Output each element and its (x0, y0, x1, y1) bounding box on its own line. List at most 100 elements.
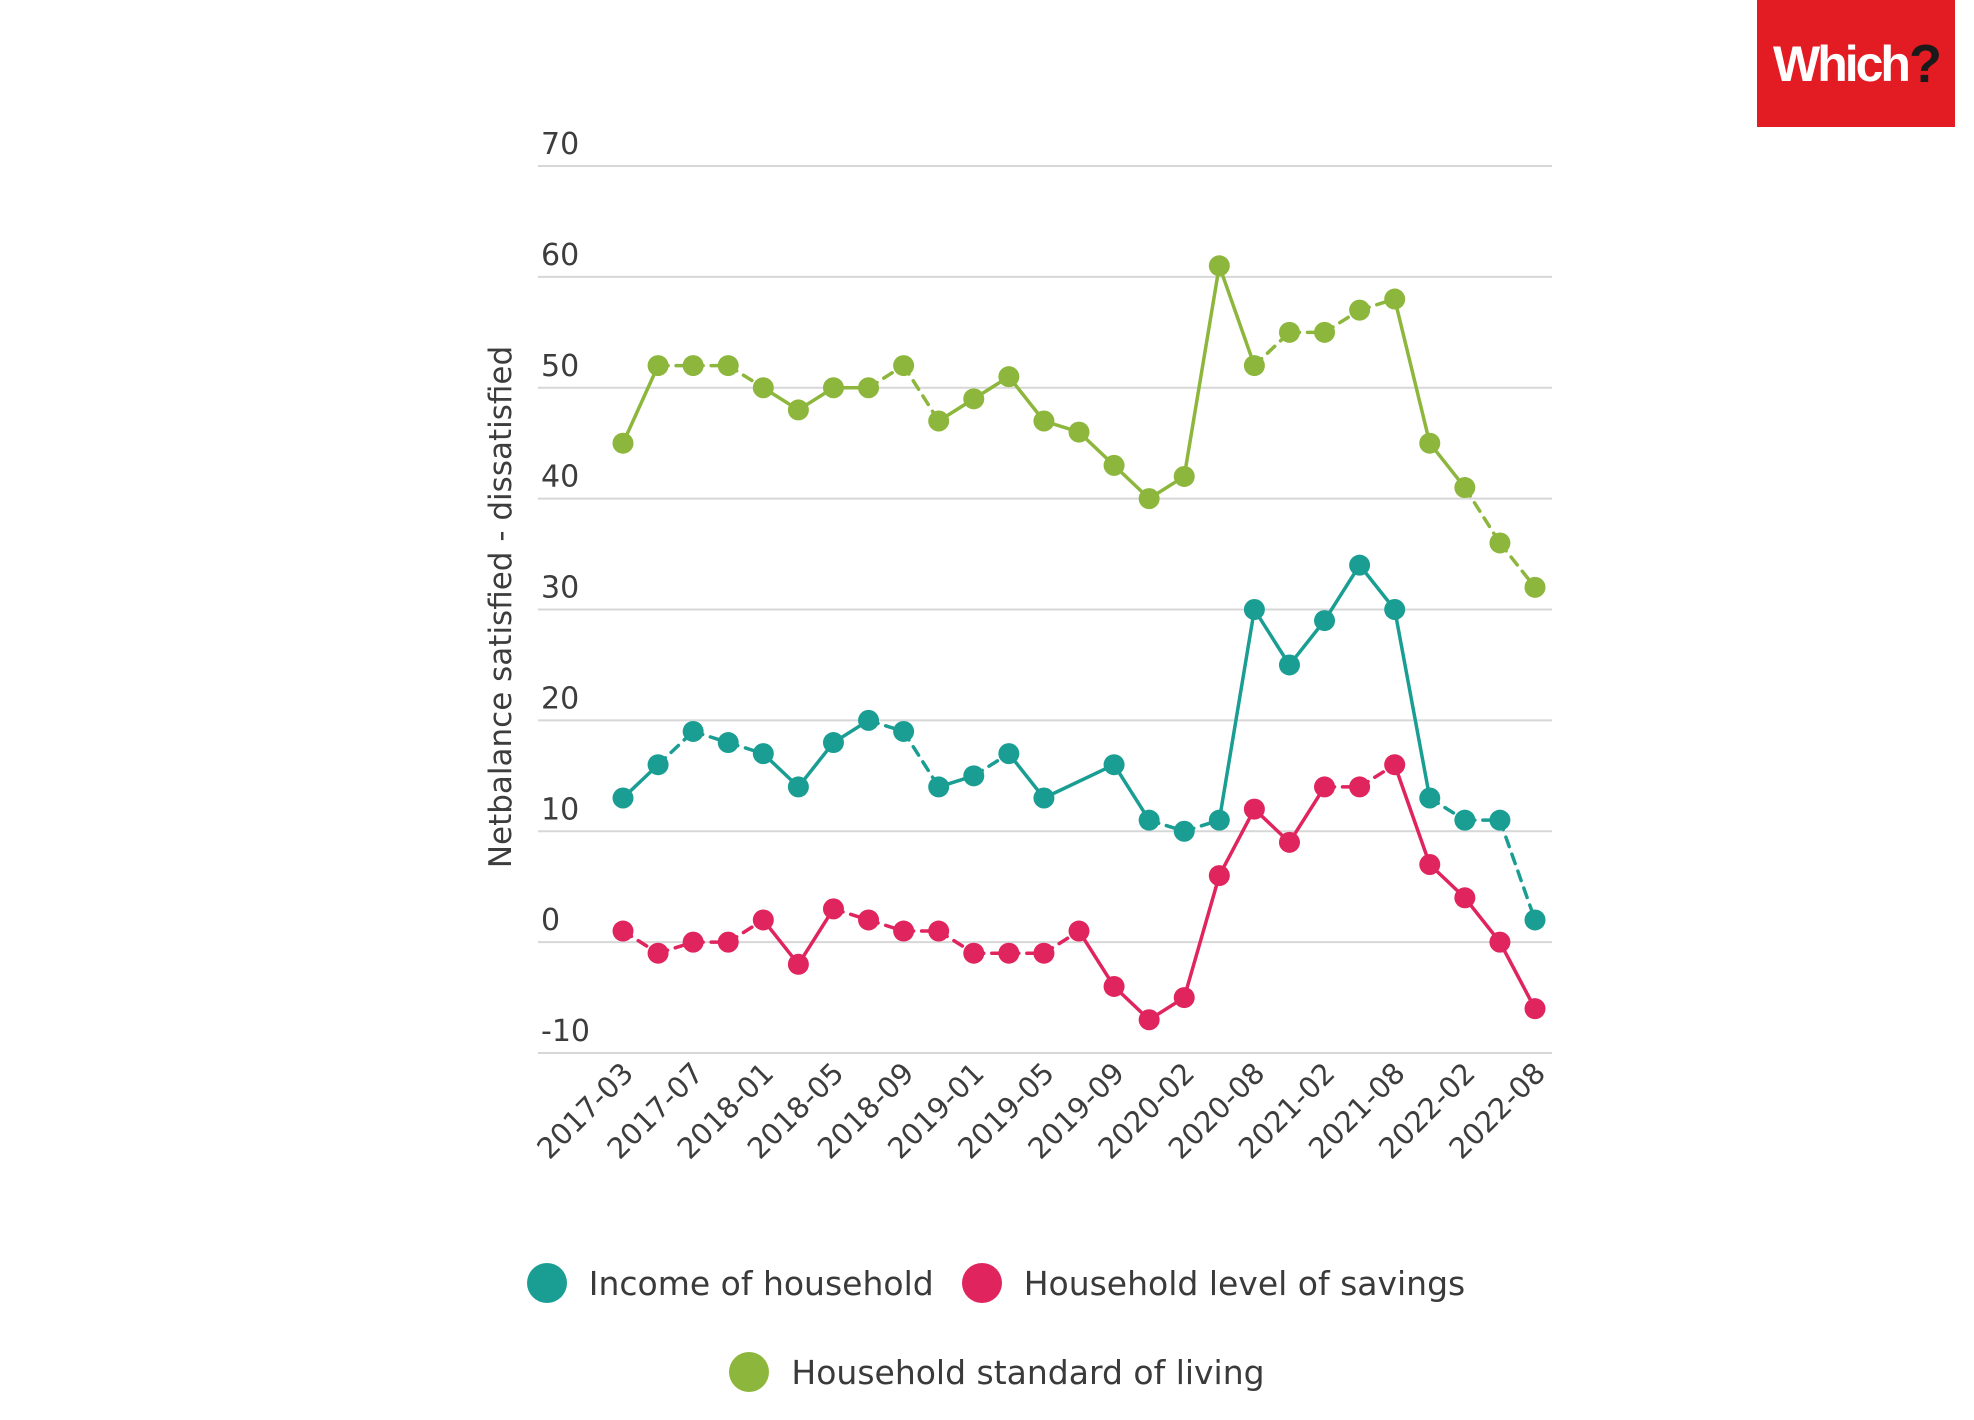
data-point[interactable] (1138, 809, 1160, 831)
data-point[interactable] (1314, 321, 1336, 343)
data-point[interactable] (893, 920, 915, 942)
data-point[interactable] (1173, 820, 1195, 842)
y-axis-ticks: -10 0 10 20 30 40 50 60 70 (541, 127, 590, 1049)
y-tick-label: 20 (541, 681, 579, 716)
data-point[interactable] (1278, 654, 1300, 676)
data-point[interactable] (752, 909, 774, 931)
data-point[interactable] (1033, 787, 1055, 809)
logo-text: Which (1773, 35, 1911, 92)
data-point[interactable] (1173, 987, 1195, 1009)
data-point[interactable] (1454, 477, 1476, 499)
data-point[interactable] (822, 377, 844, 399)
data-point[interactable] (1489, 809, 1511, 831)
legend-item-savings[interactable]: Household level of savings (961, 1263, 1465, 1303)
data-point[interactable] (963, 765, 985, 787)
data-point[interactable] (717, 732, 739, 754)
data-point[interactable] (1068, 920, 1090, 942)
data-point[interactable] (858, 909, 880, 931)
data-point[interactable] (1243, 798, 1265, 820)
data-point[interactable] (1349, 776, 1371, 798)
data-point[interactable] (1454, 887, 1476, 909)
legend-label-standard-of-living: Household standard of living (791, 1352, 1265, 1392)
data-point[interactable] (1419, 432, 1441, 454)
data-point[interactable] (682, 355, 704, 377)
series-line-segment (621, 363, 660, 445)
y-tick-label: 70 (541, 127, 579, 162)
data-point[interactable] (963, 942, 985, 964)
data-point[interactable] (1103, 975, 1125, 997)
data-point[interactable] (1349, 299, 1371, 321)
data-point[interactable] (1524, 576, 1546, 598)
data-point[interactable] (1314, 776, 1336, 798)
data-point[interactable] (1103, 454, 1125, 476)
series-line-segment (1498, 818, 1537, 922)
series-line-segment (901, 363, 941, 423)
data-point[interactable] (1489, 532, 1511, 554)
data-point[interactable] (928, 410, 950, 432)
data-point[interactable] (1384, 599, 1406, 620)
data-point[interactable] (1524, 909, 1546, 931)
data-point[interactable] (1278, 321, 1300, 343)
data-point[interactable] (1138, 1009, 1160, 1031)
data-point[interactable] (998, 743, 1020, 765)
data-point[interactable] (647, 754, 669, 776)
data-point[interactable] (1314, 610, 1336, 632)
data-point[interactable] (1208, 809, 1230, 831)
data-point[interactable] (717, 355, 739, 377)
data-point[interactable] (963, 388, 985, 410)
data-point[interactable] (928, 776, 950, 798)
which-logo: Which? (1757, 0, 1955, 127)
data-point[interactable] (1489, 931, 1511, 953)
data-point[interactable] (682, 720, 704, 742)
data-point[interactable] (717, 931, 739, 953)
data-point[interactable] (787, 953, 809, 975)
data-point[interactable] (998, 942, 1020, 964)
data-point[interactable] (822, 732, 844, 754)
data-point[interactable] (1033, 410, 1055, 432)
data-point[interactable] (787, 776, 809, 798)
series-line-segment (1252, 607, 1292, 667)
data-point[interactable] (612, 787, 634, 809)
data-point[interactable] (647, 942, 669, 964)
data-point[interactable] (858, 709, 880, 731)
data-point[interactable] (647, 355, 669, 377)
data-point[interactable] (1208, 865, 1230, 887)
series-line-segment (1392, 607, 1432, 800)
data-point[interactable] (1524, 998, 1546, 1020)
data-point[interactable] (752, 743, 774, 765)
data-point[interactable] (612, 432, 634, 454)
data-point[interactable] (1208, 255, 1230, 277)
data-point[interactable] (787, 399, 809, 421)
data-point[interactable] (893, 720, 915, 742)
data-point[interactable] (1243, 355, 1265, 377)
data-point[interactable] (928, 920, 950, 942)
data-point[interactable] (858, 377, 880, 399)
data-point[interactable] (1103, 754, 1125, 776)
legend-marker-standard-of-living (729, 1352, 770, 1392)
data-point[interactable] (612, 920, 634, 942)
data-point[interactable] (893, 355, 915, 377)
data-point[interactable] (998, 366, 1020, 388)
data-point[interactable] (1068, 421, 1090, 443)
data-point[interactable] (1033, 942, 1055, 964)
legend-item-standard-of-living[interactable]: Household standard of living (729, 1352, 1265, 1392)
data-point[interactable] (1349, 554, 1371, 576)
data-point[interactable] (1278, 831, 1300, 853)
legend-item-income[interactable]: Income of household (526, 1263, 934, 1303)
data-point[interactable] (1173, 465, 1195, 487)
series-line-segment (1463, 485, 1502, 545)
data-point[interactable] (1384, 754, 1406, 776)
data-point[interactable] (1138, 488, 1160, 510)
data-point[interactable] (1243, 599, 1265, 620)
data-point[interactable] (682, 931, 704, 953)
data-point[interactable] (1454, 809, 1476, 831)
data-point[interactable] (1419, 854, 1441, 876)
y-tick-label: 60 (541, 238, 579, 273)
data-point[interactable] (752, 377, 774, 399)
y-axis-label: Netbalance satisfied - dissatisfied (483, 346, 519, 868)
logo-question-mark: ? (1908, 33, 1942, 94)
data-point[interactable] (1419, 787, 1441, 809)
data-point[interactable] (1384, 288, 1406, 310)
data-point[interactable] (822, 898, 844, 920)
series-line-segment (1182, 264, 1222, 479)
